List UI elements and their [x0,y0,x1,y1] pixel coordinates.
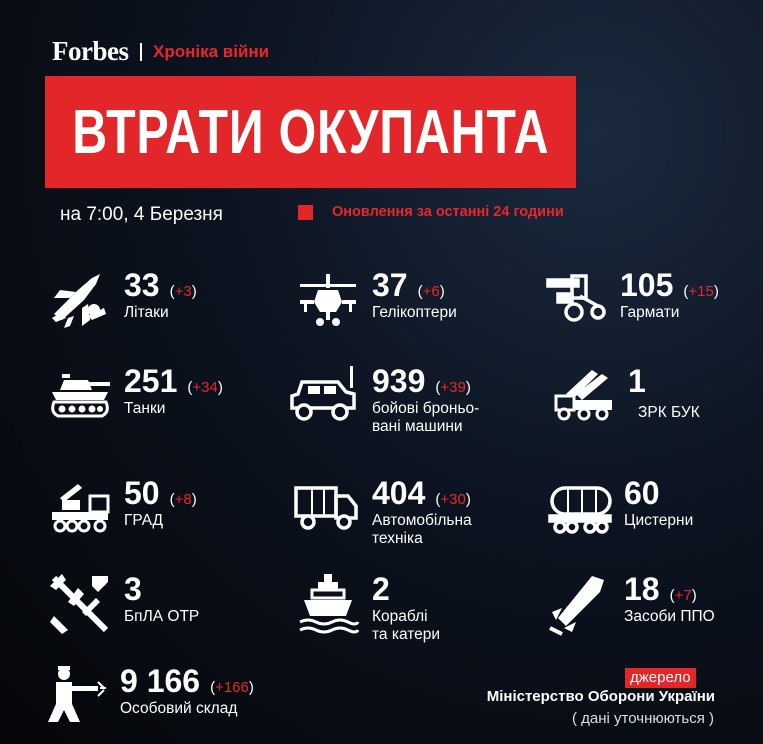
header: Forbes Хроніка війни [52,36,269,67]
vehicles-delta: (+30) [435,491,471,508]
armored-vehicles-delta: (+39) [435,379,471,396]
personnel-count: 9 166 [120,663,201,699]
helicopter-icon [296,268,360,332]
stat-drones: 3 БпЛА ОТР [48,572,199,636]
brand-logo: Forbes [52,36,129,66]
artillery-delta: (+15) [683,283,719,300]
artillery-count: 105 [620,267,674,303]
tankers-label: Цистерни [624,512,694,529]
buk-count: 1 [628,363,646,399]
helicopters-delta: (+6) [417,283,445,300]
grad-delta: (+8) [169,491,197,508]
buk-label: ЗРК БУК [638,404,700,421]
stat-aircraft: 33 (+3) Літаки [48,268,197,332]
ships-count: 2 [372,571,390,607]
stat-tanks: 251 (+34) Танки [48,364,223,428]
stat-air-defense: 18 (+7) Засоби ППО [548,572,715,636]
drones-count: 3 [124,571,142,607]
air-defense-count: 18 [624,571,660,607]
air-defense-missile-icon [548,572,612,636]
artillery-label: Гармати [620,304,680,321]
tanks-count: 251 [124,363,178,399]
stat-personnel: 9 166 (+166) Особовий склад [44,664,254,728]
grad-count: 50 [124,475,160,511]
tanks-delta: (+34) [187,379,223,396]
page-title: ВТРАТИ ОКУПАНТА [71,97,550,167]
stat-buk: 1 ЗРК БУК [552,364,700,428]
header-divider [140,42,142,61]
missile-launcher-truck-icon [552,364,616,428]
fighter-jet-icon [48,268,112,332]
rocket-launcher-icon [48,476,112,540]
report-date: на 7:00, 4 Березня [60,204,223,225]
helicopters-label: Гелікоптери [372,304,457,321]
soldier-icon [44,664,108,728]
aircraft-delta: (+3) [169,283,197,300]
stat-armored-vehicles: 939 (+39) бойові броньо- вані машини [288,364,479,436]
drone-missile-icon [48,572,112,636]
drones-label: БпЛА ОТР [124,608,200,625]
stat-helicopters: 37 (+6) Гелікоптери [296,268,457,332]
source-tag: джерело [625,668,696,688]
grad-label: ГРАД [124,512,164,529]
armored-vehicles-label: бойові броньо- вані машини [372,400,480,435]
legend: Оновлення за останні 24 години [298,204,564,220]
artillery-gun-icon [544,268,608,332]
air-defense-delta: (+7) [669,587,697,604]
stat-vehicles: 404 (+30) Автомобільна техніка [292,476,472,548]
source-note: ( дані уточнюються ) [572,710,714,727]
tank-icon [48,364,112,428]
armored-vehicle-icon [288,364,360,428]
vehicles-count: 404 [372,475,426,511]
personnel-delta: (+166) [210,679,254,696]
ship-icon [296,572,360,636]
ships-label: Кораблі та катери [372,608,441,643]
aircraft-label: Літаки [124,304,169,321]
section-title: Хроніка війни [152,41,270,61]
stat-tankers: 60 Цистерни [548,476,693,540]
source-name: Міністерство Оборони України [486,688,715,705]
tanker-icon [548,476,612,540]
legend-label: Оновлення за останні 24 години [332,204,564,220]
tanks-label: Танки [124,400,166,417]
legend-swatch [298,204,313,220]
air-defense-label: Засоби ППО [624,608,715,625]
aircraft-count: 33 [124,267,160,303]
stat-artillery: 105 (+15) Гармати [544,268,719,332]
tankers-count: 60 [624,475,660,511]
helicopters-count: 37 [372,267,408,303]
title-banner: ВТРАТИ ОКУПАНТА [45,76,576,188]
stat-grad: 50 (+8) ГРАД [48,476,197,540]
stat-ships: 2 Кораблі та катери [296,572,440,644]
armored-vehicles-count: 939 [372,363,426,399]
truck-icon [292,476,360,540]
vehicles-label: Автомобільна техніка [372,512,472,547]
personnel-label: Особовий склад [120,700,238,717]
